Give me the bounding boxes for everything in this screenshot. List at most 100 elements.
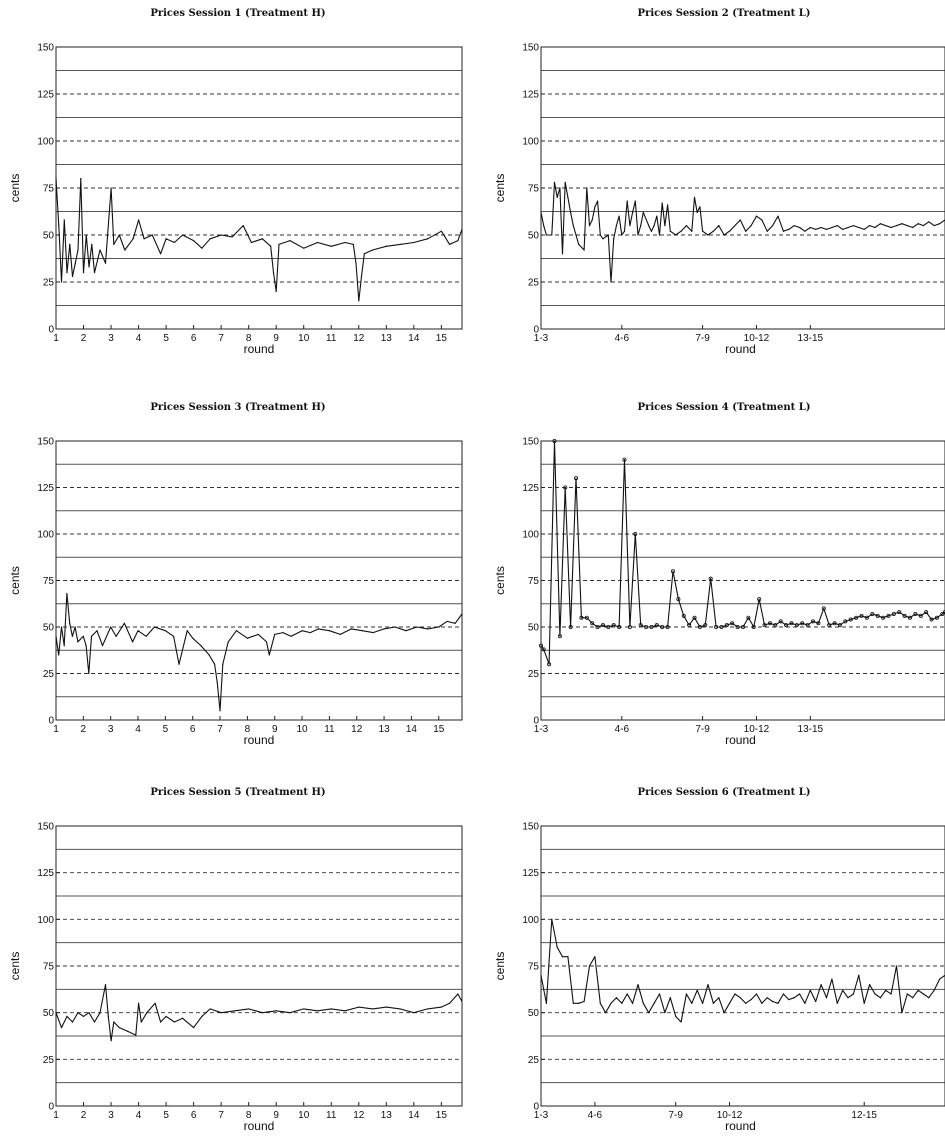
chart-3-point-55 [438,626,440,628]
chart-1-point-20 [124,249,126,251]
chart-3-price-line [55,592,463,712]
chart-4-point-43 [767,621,772,626]
chart-2-point-46 [680,230,682,232]
chart-6-point-33 [718,997,720,999]
chart-4-point-68 [902,613,907,618]
chart-5-xtick-label-13: 14 [408,1110,420,1121]
chart-3-point-57 [454,622,456,624]
chart-3-point-41 [290,635,292,637]
chart-4-point-75 [940,611,945,616]
chart-2-point-79 [847,226,849,229]
chart-4-point-70 [913,611,918,616]
chart-4-point-53 [821,606,826,611]
chart-5-point-10 [107,1015,109,1018]
chart-4-point-55 [832,621,837,626]
chart-4-point-17 [627,625,632,630]
chart-4-point-58 [848,617,853,622]
chart-4-point-28 [687,623,692,628]
chart-2-ytick-label-6: 150 [522,43,539,54]
chart-6-point-43 [772,1000,774,1003]
chart-3-point-19 [137,630,139,632]
chart-5-point-34 [316,1010,319,1012]
chart-6-point-68 [906,993,908,995]
chart-4-ytick-label-4: 100 [522,530,539,541]
chart-5-point-41 [413,1012,415,1014]
chart-3-point-23 [172,635,175,637]
chart-1-point-51 [371,249,374,251]
chart-1-point-35 [250,241,253,244]
chart-3-point-26 [192,637,194,639]
chart-1-point-38 [272,272,275,274]
chart-3-xtick-label-1: 2 [81,724,87,735]
chart-1-point-19 [118,234,120,236]
chart-4-point-14 [611,623,616,628]
chart-2-point-49 [693,196,696,198]
chart-1-point-37 [270,245,272,247]
chart-5-point-37 [358,1006,360,1008]
chart-4-ytick-label-3: 75 [528,576,540,587]
chart-5-point-43 [440,1006,442,1008]
chart-6-point-9 [588,965,591,967]
chart-6-ytick-label-3: 75 [528,962,540,973]
chart-5-ytick-label-5: 125 [37,868,54,879]
chart-3-point-9 [82,635,84,637]
chart-1-point-30 [201,247,203,249]
chart-4-xtick-label-3: 10-12 [744,724,770,735]
chart-3-title: Prices Session 3 (Treatment H) [150,402,325,413]
chart-3-point-34 [235,630,238,632]
chart-3-xtick-label-12: 13 [379,724,391,735]
chart-4-point-32 [708,576,713,581]
chart-2-point-15 [586,187,588,189]
chart-2-point-19 [596,200,599,202]
chart-1-ytick-label-0: 0 [48,325,54,336]
chart-1-point-24 [151,234,153,236]
chart-6-point-40 [755,993,758,995]
chart-1-point-57 [449,243,451,245]
chart-1-ytick-label-3: 75 [43,184,55,195]
chart-2-point-41 [661,202,663,204]
chart-6-point-30 [702,1002,704,1004]
chart-5-point-0 [55,1012,57,1014]
chart-6-point-72 [928,997,930,999]
chart-1-xtick-label-11: 12 [353,333,365,344]
chart-2-point-63 [761,219,763,221]
chart-6-ytick-label-2: 50 [528,1008,540,1019]
chart-4-point-18 [633,532,638,537]
chart-3-point-49 [372,631,374,634]
chart-5-y-axis-label: cents [8,952,22,981]
chart-2-point-96 [939,223,941,225]
chart-1-ytick-label-6: 150 [37,43,54,54]
chart-6-point-5 [567,956,569,958]
chart-1-point-56 [440,230,442,232]
chart-2-xtick-label-2: 7-9 [695,333,710,344]
chart-4-point-39 [746,615,751,620]
chart-5-point-45 [457,993,459,995]
chart-4-point-41 [757,597,762,602]
chart-2-point-50 [696,211,698,214]
chart-1-point-13 [91,243,93,245]
chart-1-point-25 [159,253,162,255]
chart-4-point-0 [539,643,544,648]
chart-3-x-axis-label: round [244,733,275,747]
chart-3-point-2 [60,626,63,628]
chart-3-xtick-label-8: 9 [272,724,278,735]
chart-1-point-45 [344,241,346,244]
chart-4-point-46 [784,623,789,628]
chart-1-xtick-label-10: 11 [326,333,337,344]
chart-2-point-36 [648,225,650,227]
chart-4-point-36 [730,621,735,626]
chart-5-xtick-label-10: 11 [326,1110,337,1121]
chart-3-point-39 [274,633,276,636]
chart-4-point-42 [762,623,767,628]
chart-1-xtick-label-12: 13 [381,333,393,344]
chart-4-x-axis-label: round [725,733,756,747]
chart-6-point-22 [658,993,661,995]
chart-2-point-30 [629,225,631,227]
chart-1-y-axis-label: cents [8,174,22,203]
chart-4-point-24 [665,625,670,630]
chart-4-point-2 [547,662,552,667]
chart-3-xtick-label-3: 4 [135,724,141,735]
chart-1-point-31 [209,238,211,240]
chart-6-point-21 [653,1002,655,1004]
chart-5-ytick-label-6: 150 [37,822,54,833]
